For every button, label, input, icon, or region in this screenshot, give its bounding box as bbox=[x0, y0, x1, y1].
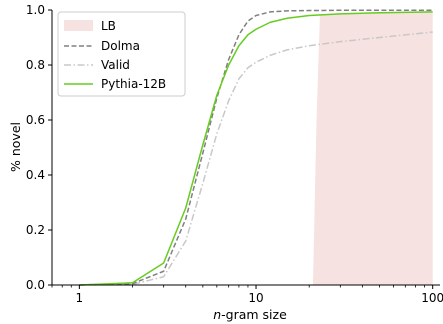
legend-frame bbox=[57, 11, 186, 97]
legend-label-pythia-12b: Pythia-12B bbox=[101, 77, 166, 91]
x-axis-title-rest: -gram size bbox=[221, 307, 287, 322]
legend-label-dolma: Dolma bbox=[101, 39, 140, 53]
x-tick-label: 10 bbox=[248, 291, 263, 305]
y-tick-label: 1.0 bbox=[26, 3, 45, 17]
x-tick-label: 100 bbox=[421, 291, 443, 305]
y-tick-label: 0.0 bbox=[26, 278, 45, 292]
x-axis-title-italic: n bbox=[213, 307, 221, 322]
y-tick-label: 0.6 bbox=[26, 113, 45, 127]
legend: LB Dolma Valid Pythia-12B bbox=[57, 11, 186, 97]
y-tick-label: 0.2 bbox=[26, 223, 45, 237]
legend-label-valid: Valid bbox=[101, 58, 130, 72]
axes bbox=[48, 9, 440, 289]
series-line-dolma bbox=[79, 9, 433, 286]
plot-area bbox=[79, 9, 433, 286]
legend-label-lb: LB bbox=[101, 19, 116, 33]
shaded-region-lb bbox=[312, 11, 433, 286]
series-line-pythia-12b bbox=[79, 11, 433, 286]
series-line-valid bbox=[79, 31, 433, 286]
y-tick-label: 0.8 bbox=[26, 58, 45, 72]
y-axis-title: % novel bbox=[8, 122, 23, 172]
legend-swatch-lb bbox=[64, 20, 93, 31]
y-tick-label: 0.4 bbox=[26, 168, 45, 182]
x-tick-label: 1 bbox=[76, 291, 84, 305]
tick-labels: 0.0 0.2 0.4 0.6 0.8 1.0 1 10 100 bbox=[26, 3, 443, 305]
x-axis-title: n-gram size bbox=[213, 307, 287, 322]
